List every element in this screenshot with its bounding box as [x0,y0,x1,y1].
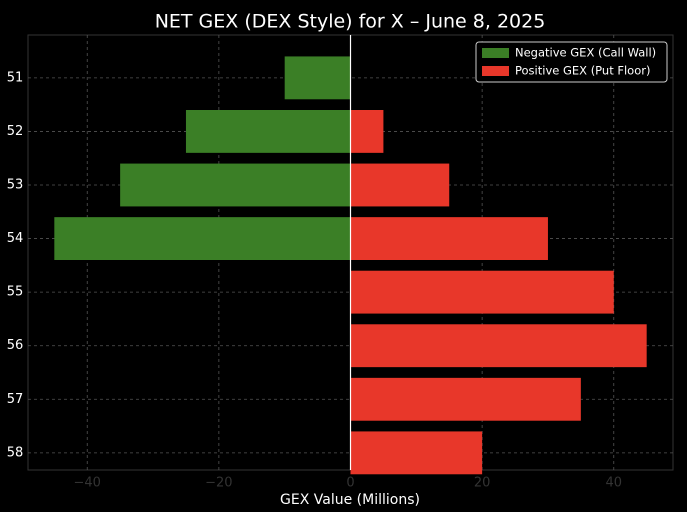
bar [185,110,351,153]
bar [350,377,581,421]
x-tick-label: −40 [74,476,101,491]
y-tick-label: 56 [7,338,24,353]
bar [350,270,614,314]
bar [350,324,647,368]
y-tick-label: 53 [7,178,24,193]
legend: Negative GEX (Call Wall) Positive GEX (Pu… [475,41,668,83]
y-tick-label: 54 [7,231,24,246]
legend-label: Positive GEX (Put Floor) [515,64,650,78]
chart-title: NET GEX (DEX Style) for X – June 8, 2025 [155,11,546,33]
y-tick-label: 57 [7,392,24,407]
bar [350,110,384,153]
legend-swatch [482,48,509,58]
legend-swatch [482,66,509,76]
x-tick-label: −20 [205,476,232,491]
y-tick-label: 55 [7,285,24,300]
y-tick-label: 52 [7,124,24,139]
y-tick-label: 58 [7,445,24,460]
bar [54,217,351,260]
x-tick-label: 0 [346,476,354,491]
bar [120,163,351,207]
legend-box [475,41,668,83]
legend-label: Negative GEX (Call Wall) [515,46,656,60]
y-tick-label: 51 [7,70,24,85]
x-tick-label: 40 [605,476,622,491]
x-tick-label: 20 [474,476,491,491]
bar [284,56,351,100]
bar [350,163,450,207]
bar [350,217,548,260]
bar [350,431,483,475]
x-axis-label: GEX Value (Millions) [280,492,420,508]
